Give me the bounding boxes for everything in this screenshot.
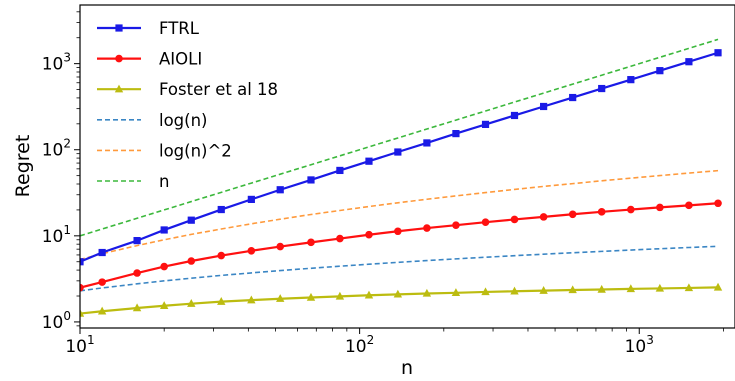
series-line-log-n-2 [80, 171, 718, 260]
point-ftrl [452, 130, 459, 137]
point-aioli [685, 202, 693, 210]
point-ftrl [685, 58, 692, 65]
point-aioli [307, 239, 315, 247]
point-ftrl [423, 139, 430, 146]
series-foster-et-al-18 [76, 283, 722, 317]
x-axis-label: n [401, 357, 413, 379]
point-ftrl [656, 67, 663, 74]
point-aioli [569, 210, 577, 218]
point-ftrl [218, 206, 225, 213]
y-tick-label: 102 [42, 137, 71, 161]
legend-item-log-n-2: log(n)^2 [97, 141, 232, 160]
legend-label-foster-et-al-18: Foster et al 18 [159, 80, 278, 99]
point-ftrl [540, 103, 547, 110]
series-line-foster-et-al-18 [80, 287, 718, 313]
legend-item-ftrl: FTRL [97, 19, 200, 38]
legend-marker-ftrl [115, 24, 122, 31]
point-ftrl [133, 237, 140, 244]
point-aioli [482, 218, 490, 226]
legend-label-ftrl: FTRL [159, 19, 200, 38]
legend-label-log-n: log(n) [159, 111, 208, 130]
legend-item-n: n [97, 172, 169, 191]
point-aioli [511, 216, 519, 224]
series-aioli [76, 199, 722, 291]
point-aioli [627, 206, 635, 214]
point-aioli [276, 243, 284, 251]
point-ftrl [482, 121, 489, 128]
legend-marker-aioli [115, 55, 123, 63]
point-ftrl [336, 167, 343, 174]
point-aioli [217, 252, 225, 260]
y-axis-label: Regret [12, 135, 34, 198]
point-ftrl [277, 186, 284, 193]
point-aioli [248, 247, 256, 255]
point-ftrl [161, 226, 168, 233]
legend-item-log-n: log(n) [97, 111, 208, 130]
x-tick-label: 103 [625, 333, 654, 357]
point-ftrl [627, 76, 634, 83]
series-line-aioli [80, 203, 718, 287]
point-aioli [423, 224, 431, 232]
y-tick-label: 101 [42, 223, 71, 247]
point-aioli [656, 204, 664, 212]
point-aioli [540, 213, 548, 221]
point-ftrl [394, 148, 401, 155]
x-tick-label: 101 [65, 333, 94, 357]
point-ftrl [188, 217, 195, 224]
point-aioli [598, 208, 606, 216]
point-ftrl [598, 85, 605, 92]
point-aioli [394, 227, 402, 235]
legend-label-aioli: AIOLI [159, 50, 202, 69]
legend-item-aioli: AIOLI [97, 50, 202, 69]
legend-item-foster-et-al-18: Foster et al 18 [97, 80, 278, 99]
point-aioli [98, 278, 106, 286]
point-aioli [452, 221, 460, 229]
point-ftrl [569, 94, 576, 101]
legend-label-log-n-2: log(n)^2 [159, 141, 232, 160]
point-aioli [714, 199, 722, 207]
point-ftrl [99, 249, 106, 256]
series-n [80, 39, 718, 235]
y-tick-label: 100 [42, 309, 71, 333]
point-ftrl [714, 49, 721, 56]
series-line-log-n [80, 246, 718, 290]
series-log-n [80, 246, 718, 290]
x-tick-label: 102 [345, 333, 374, 357]
series-line-n [80, 39, 718, 235]
point-aioli [336, 235, 344, 243]
point-aioli [187, 257, 195, 265]
point-ftrl [511, 112, 518, 119]
point-aioli [365, 231, 373, 239]
point-aioli [160, 263, 168, 271]
y-tick-label: 103 [42, 51, 71, 75]
point-aioli [133, 269, 141, 277]
legend: FTRL AIOLI Foster et al 18 log(n) log(n)^2 n [97, 19, 278, 191]
point-ftrl [248, 196, 255, 203]
legend-label-n: n [159, 172, 169, 191]
point-ftrl [365, 158, 372, 165]
series-log-n-2 [80, 171, 718, 260]
point-ftrl [307, 176, 314, 183]
